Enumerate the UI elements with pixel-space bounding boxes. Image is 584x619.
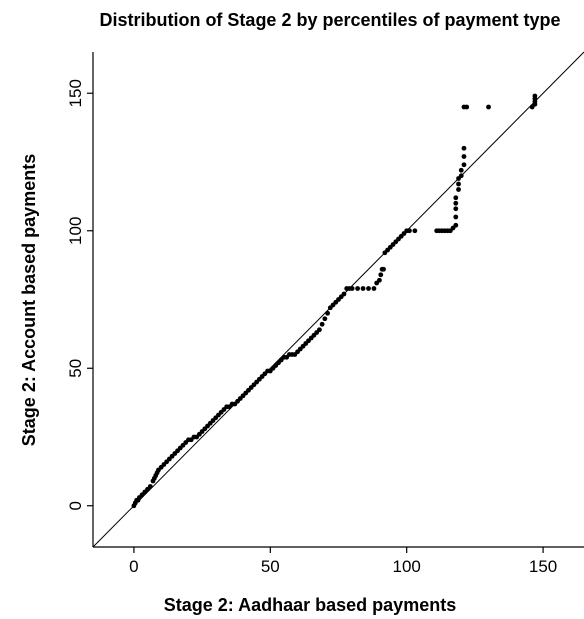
data-point [322,316,328,322]
data-point [532,93,538,99]
data-point [453,195,459,201]
data-point [412,228,418,234]
y-tick-label: 100 [66,217,85,245]
x-tick-label: 100 [393,557,421,576]
data-point [461,154,467,159]
data-point [453,206,459,212]
x-tick-label: 0 [129,557,138,576]
data-point [453,222,459,228]
plot-area: 0 50 100 150 0 50 100 150 [66,51,584,576]
data-point [355,286,360,291]
data-point [407,228,412,234]
data-point [378,272,384,278]
data-point [453,214,459,220]
x-tick-label: 50 [261,557,280,576]
y-axis-label: Stage 2: Account based payments [19,154,39,446]
data-point [453,200,459,206]
data-point [381,266,386,272]
data-point [147,484,153,489]
data-point [371,286,377,291]
data-point [317,327,322,333]
data-point [456,187,461,192]
data-point [366,286,371,291]
x-tick-label: 150 [529,557,557,576]
y-tick-label: 0 [66,501,85,510]
data-point [377,277,382,283]
data-point [349,286,355,291]
data-point [458,173,464,179]
x-axis-label: Stage 2: Aadhaar based payments [164,595,456,615]
data-point [461,145,467,151]
data-point [461,162,467,168]
data-point [325,310,330,316]
data-point [341,291,347,297]
chart-title: Distribution of Stage 2 by percentiles o… [99,10,560,30]
data-point [464,104,470,110]
data-point [486,104,491,110]
y-tick-label: 50 [66,359,85,378]
data-point [319,321,325,327]
data-point [458,167,464,173]
data-point [360,286,366,291]
data-point [456,181,461,187]
y-tick-label: 150 [66,79,85,107]
